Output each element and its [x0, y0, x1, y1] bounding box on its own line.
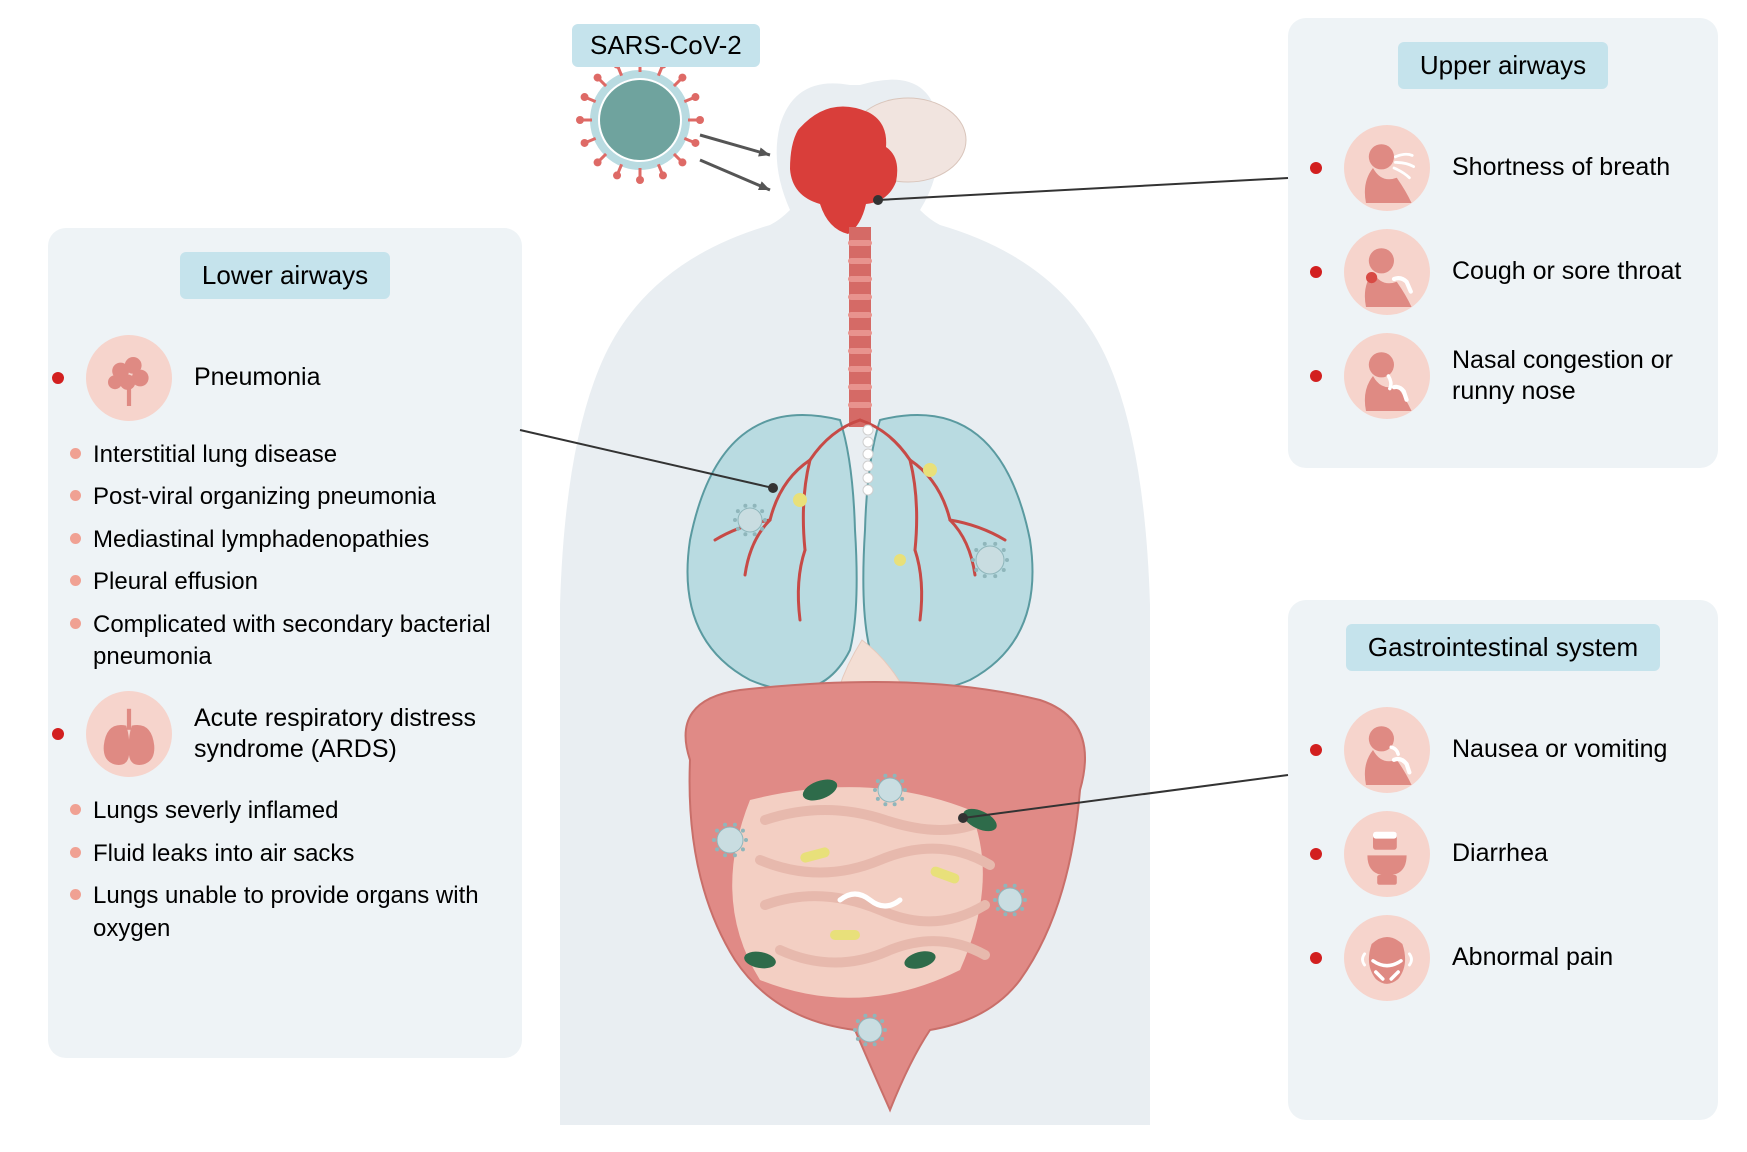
bullet-icon: [52, 372, 64, 384]
lower-group-0-sub-0-label: Interstitial lung disease: [93, 439, 337, 471]
bullet-icon: [1310, 162, 1322, 174]
nose-icon: [1344, 333, 1430, 419]
bullet-icon: [1310, 848, 1322, 860]
sub-bullet-icon: [70, 804, 81, 815]
panel-gastrointestinal: Gastrointestinal system Nausea or vomiti…: [1288, 600, 1718, 1120]
gi-title: Gastrointestinal system: [1346, 624, 1660, 671]
lower-title: Lower airways: [180, 252, 390, 299]
sub-bullet-icon: [70, 847, 81, 858]
gi-item-2-label: Abnormal pain: [1452, 942, 1613, 973]
gi-item-1-label: Diarrhea: [1452, 838, 1548, 869]
lower-group-0-sub-4-label: Complicated with secondary bacterial pne…: [93, 609, 500, 674]
upper-item-2-label: Nasal congestion or runny nose: [1452, 345, 1696, 408]
lungs-icon: [86, 691, 172, 777]
sub-bullet-icon: [70, 533, 81, 544]
abdomen-icon: [1344, 915, 1430, 1001]
lower-group-0-sub-0: Interstitial lung disease: [70, 439, 500, 471]
bullet-icon: [1310, 744, 1322, 756]
lower-group-1-sub-0-label: Lungs severly inflamed: [93, 795, 338, 827]
bullet-icon: [52, 728, 64, 740]
lower-group-1-sub-2: Lungs unable to provide organs with oxyg…: [70, 880, 500, 945]
lower-group-0: Pneumonia: [52, 335, 500, 421]
bullet-icon: [1310, 370, 1322, 382]
sub-bullet-icon: [70, 490, 81, 501]
upper-title: Upper airways: [1398, 42, 1608, 89]
upper-item-1-label: Cough or sore throat: [1452, 256, 1681, 287]
panel-lower-airways: Lower airways Pneumonia Interstitial lun…: [48, 228, 522, 1058]
nausea-icon: [1344, 707, 1430, 793]
lower-group-1: Acute respiratory distress syndrome (ARD…: [52, 691, 500, 777]
lower-group-0-sub-2-label: Mediastinal lymphadenopathies: [93, 524, 429, 556]
lower-group-1-sublist: Lungs severly inflamed Fluid leaks into …: [70, 795, 500, 945]
lower-group-0-sub-3: Pleural effusion: [70, 566, 500, 598]
lower-group-1-sub-2-label: Lungs unable to provide organs with oxyg…: [93, 880, 500, 945]
upper-item-1: Cough or sore throat: [1310, 229, 1696, 315]
lower-group-0-heading: Pneumonia: [194, 362, 320, 393]
alveoli-icon: [86, 335, 172, 421]
lower-group-0-sub-4: Complicated with secondary bacterial pne…: [70, 609, 500, 674]
cough-icon: [1344, 229, 1430, 315]
sub-bullet-icon: [70, 575, 81, 586]
gi-item-0-label: Nausea or vomiting: [1452, 734, 1667, 765]
lower-group-1-sub-0: Lungs severly inflamed: [70, 795, 500, 827]
sub-bullet-icon: [70, 618, 81, 629]
lower-group-1-sub-1-label: Fluid leaks into air sacks: [93, 838, 354, 870]
upper-item-0-label: Shortness of breath: [1452, 152, 1670, 183]
gi-item-2: Abnormal pain: [1310, 915, 1696, 1001]
gi-item-0: Nausea or vomiting: [1310, 707, 1696, 793]
toilet-icon: [1344, 811, 1430, 897]
gi-item-1: Diarrhea: [1310, 811, 1696, 897]
breath-icon: [1344, 125, 1430, 211]
lower-group-0-sub-1-label: Post-viral organizing pneumonia: [93, 481, 436, 513]
lower-group-0-sublist: Interstitial lung disease Post-viral org…: [70, 439, 500, 673]
lower-group-0-sub-1: Post-viral organizing pneumonia: [70, 481, 500, 513]
upper-item-2: Nasal congestion or runny nose: [1310, 333, 1696, 419]
sub-bullet-icon: [70, 889, 81, 900]
lower-group-0-sub-3-label: Pleural effusion: [93, 566, 258, 598]
virus-label: SARS-CoV-2: [572, 24, 760, 67]
lower-group-0-sub-2: Mediastinal lymphadenopathies: [70, 524, 500, 556]
lower-group-1-sub-1: Fluid leaks into air sacks: [70, 838, 500, 870]
bullet-icon: [1310, 952, 1322, 964]
virus-label-text: SARS-CoV-2: [590, 30, 742, 60]
panel-upper-airways: Upper airways Shortness of breath Cough …: [1288, 18, 1718, 468]
lower-group-1-heading: Acute respiratory distress syndrome (ARD…: [194, 703, 500, 766]
sub-bullet-icon: [70, 448, 81, 459]
upper-item-0: Shortness of breath: [1310, 125, 1696, 211]
bullet-icon: [1310, 266, 1322, 278]
